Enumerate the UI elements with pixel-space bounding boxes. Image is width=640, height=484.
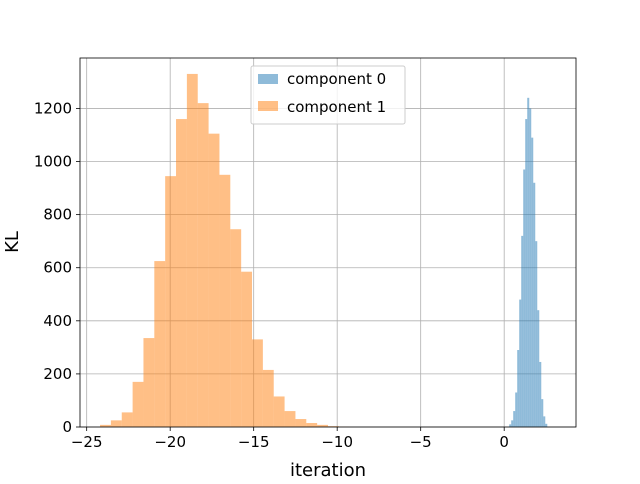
histogram-bar-component-0 (541, 399, 543, 427)
histogram-bar-component-0 (519, 300, 521, 427)
histogram-bar-component-0 (525, 119, 527, 427)
histogram-bar-component-0 (517, 350, 519, 427)
x-tick-label: −20 (154, 433, 186, 451)
y-tick-label: 400 (43, 312, 72, 330)
histogram-bar-component-1 (209, 134, 220, 427)
x-tick-label: −25 (71, 433, 103, 451)
histogram-bar-component-0 (521, 236, 523, 427)
histogram-bar-component-1 (154, 261, 165, 427)
histogram-bar-component-1 (219, 175, 230, 427)
histogram-bar-component-1 (306, 423, 317, 427)
y-tick-label: 200 (43, 365, 72, 383)
x-axis-ticks: −25 −20 −15 −10 −5 0 (71, 427, 509, 451)
histogram-bar-component-1 (143, 338, 154, 427)
histogram-bar-component-0 (537, 310, 539, 427)
y-tick-label: 1000 (34, 153, 72, 171)
x-axis-label: iteration (290, 460, 366, 480)
legend-swatch-component-0 (258, 74, 278, 84)
x-tick-label: −10 (321, 433, 353, 451)
y-tick-label: 0 (62, 418, 72, 436)
histogram-bar-component-0 (511, 420, 513, 427)
histogram-bar-component-1 (230, 229, 241, 427)
legend: component 0 component 1 (251, 66, 405, 124)
y-tick-label: 1200 (34, 99, 72, 117)
y-axis-label: KL (2, 231, 23, 253)
x-tick-label: −15 (238, 433, 270, 451)
histogram-bar-component-0 (515, 392, 517, 427)
histogram-bar-component-1 (187, 74, 198, 427)
histogram-bar-component-0 (533, 183, 535, 427)
histogram-bar-component-1 (176, 119, 187, 427)
histogram-bar-component-1 (241, 272, 252, 427)
histogram-bar-component-0 (545, 424, 547, 427)
histogram-bar-component-1 (285, 411, 296, 427)
y-axis-ticks: 0 200 400 600 800 1000 1200 (34, 99, 80, 436)
y-tick-label: 600 (43, 259, 72, 277)
histogram-bar-component-0 (535, 241, 537, 427)
histogram-bar-component-1 (111, 420, 122, 427)
histogram-bar-component-1 (274, 396, 285, 427)
histogram-bar-component-0 (513, 411, 515, 427)
histogram-bar-component-1 (165, 176, 176, 427)
histogram-bar-component-0 (529, 108, 531, 427)
y-tick-label: 800 (43, 206, 72, 224)
histogram-bar-component-1 (198, 103, 209, 427)
histogram-bar-component-1 (295, 419, 306, 427)
histogram-bar-component-0 (523, 169, 525, 427)
histogram-bar-component-1 (252, 339, 263, 427)
histogram-bar-component-0 (527, 98, 529, 427)
legend-label-component-1: component 1 (287, 98, 386, 116)
x-tick-label: −5 (410, 433, 432, 451)
histogram-bar-component-1 (263, 370, 274, 427)
legend-label-component-0: component 0 (287, 70, 386, 88)
histogram-bar-component-0 (543, 416, 545, 427)
histogram-bar-component-1 (133, 382, 144, 427)
histogram-bar-component-1 (122, 412, 133, 427)
histogram-bar-component-0 (531, 138, 533, 427)
histogram-bar-component-0 (539, 362, 541, 427)
legend-swatch-component-1 (258, 101, 278, 111)
x-tick-label: 0 (499, 433, 509, 451)
